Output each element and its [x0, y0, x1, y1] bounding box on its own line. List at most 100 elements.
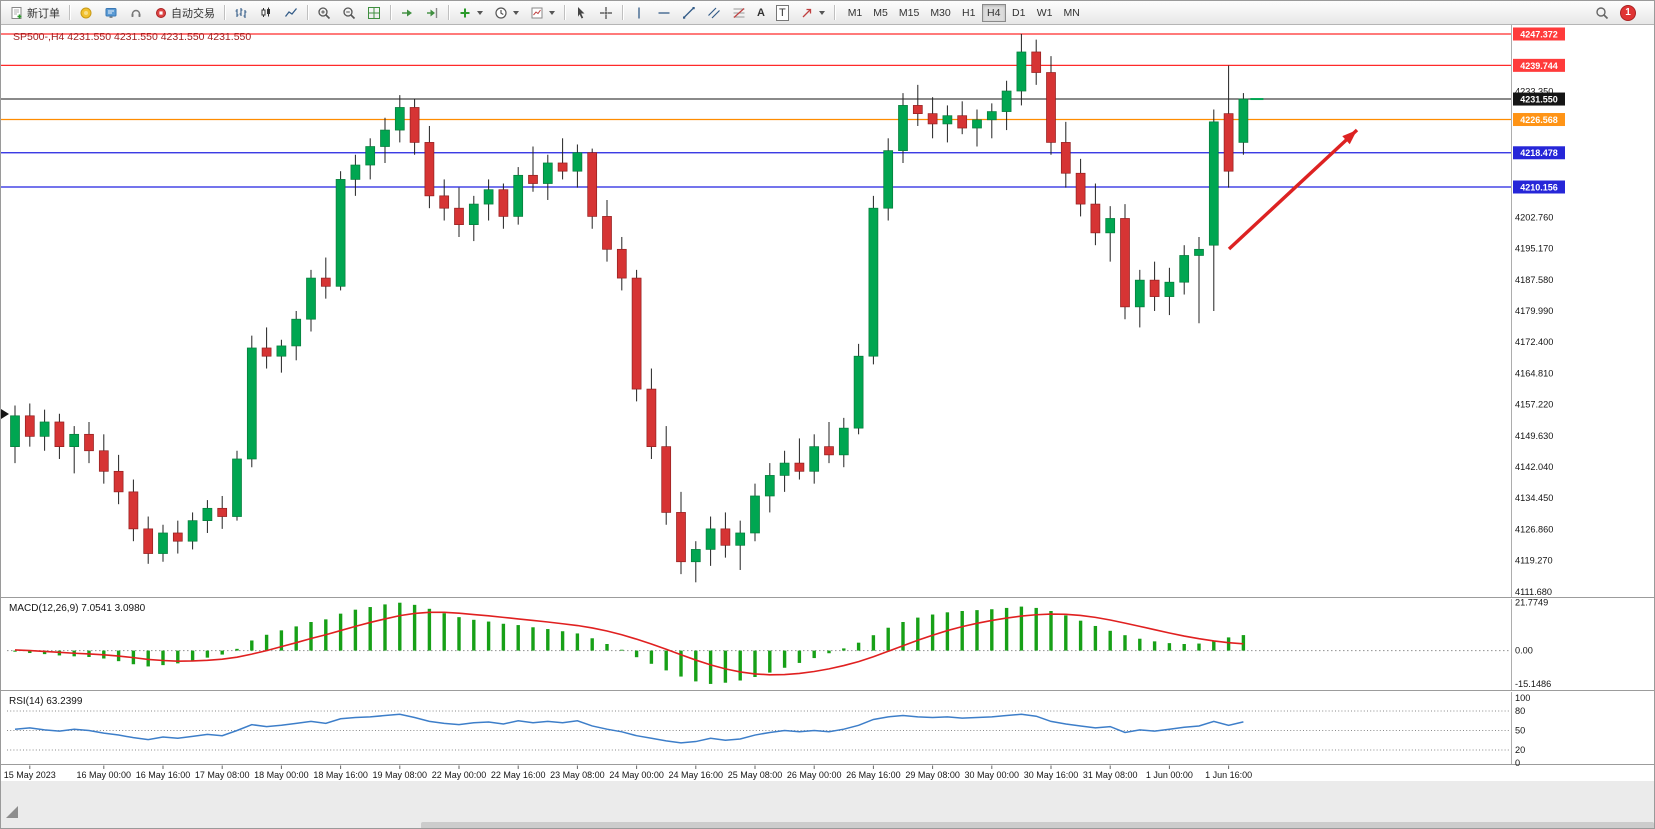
svg-text:4231.550: 4231.550 [1520, 94, 1558, 104]
bottom-scrollbar[interactable] [1, 781, 1655, 829]
toolbar-separator [224, 5, 225, 20]
svg-text:24 May 00:00: 24 May 00:00 [609, 770, 664, 780]
cursor-button[interactable] [569, 3, 593, 23]
svg-text:1 Jun 16:00: 1 Jun 16:00 [1205, 770, 1252, 780]
svg-text:16 May 16:00: 16 May 16:00 [136, 770, 191, 780]
text-button[interactable]: A [752, 3, 770, 23]
timeframe-group: M1 M5 M15 M30 H1 H4 D1 W1 MN [843, 3, 1085, 22]
horizontal-line-button[interactable] [652, 3, 676, 23]
toolbar-separator [390, 5, 391, 20]
svg-text:22 May 00:00: 22 May 00:00 [432, 770, 487, 780]
timeframe-mn[interactable]: MN [1059, 4, 1085, 22]
chart-shift-button[interactable] [420, 3, 444, 23]
candlestick-chart-button[interactable] [254, 3, 278, 23]
candles-layer [10, 33, 1264, 583]
vertical-line-icon [638, 7, 640, 18]
trendline-button[interactable] [677, 3, 701, 23]
voice-icon [131, 9, 141, 17]
svg-text:50: 50 [1515, 726, 1525, 736]
indicators-button[interactable] [453, 3, 488, 23]
svg-text:29 May 08:00: 29 May 08:00 [905, 770, 960, 780]
channel-button[interactable] [702, 3, 726, 23]
timeframe-h1[interactable]: H1 [957, 4, 981, 22]
fibonacci-icon [733, 7, 745, 18]
zoom-out-button[interactable] [337, 3, 361, 23]
svg-text:16 May 00:00: 16 May 00:00 [77, 770, 132, 780]
new-order-button[interactable]: 新订单 [5, 3, 65, 23]
timeframe-m30[interactable]: M30 [925, 4, 955, 22]
svg-text:100: 100 [1515, 693, 1530, 703]
svg-text:31 May 08:00: 31 May 08:00 [1083, 770, 1138, 780]
horizontal-lines[interactable] [1, 33, 1511, 188]
zoom-in-button[interactable] [312, 3, 336, 23]
crosshair-icon [600, 6, 612, 19]
svg-text:4233.350: 4233.350 [1515, 87, 1553, 97]
notification-badge[interactable]: 1 [1620, 4, 1636, 21]
svg-text:22 May 16:00: 22 May 16:00 [491, 770, 546, 780]
time-axis: 15 May 2023 16 May 00:00 16 May 16:00 17 Ma… [4, 765, 1252, 780]
channel-icon [708, 7, 720, 18]
svg-text:4142.040: 4142.040 [1515, 462, 1553, 472]
timeframe-d1[interactable]: D1 [1007, 4, 1031, 22]
svg-text:23 May 08:00: 23 May 08:00 [550, 770, 605, 780]
fibonacci-button[interactable] [727, 3, 751, 23]
svg-text:1 Jun 00:00: 1 Jun 00:00 [1146, 770, 1193, 780]
svg-text:4157.220: 4157.220 [1515, 400, 1553, 410]
macd-panel: MACD(12,26,9) 7.0541 3.0980 21.7749 0.00 -1… [7, 598, 1551, 689]
bars-chart-icon [235, 7, 247, 18]
scrollbar-thumb [421, 822, 1654, 828]
timeframe-m15[interactable]: M15 [894, 4, 924, 22]
svg-text:4172.400: 4172.400 [1515, 337, 1553, 347]
price-badge [1513, 92, 1565, 106]
autotrading-icon [156, 7, 166, 18]
svg-text:25 May 08:00: 25 May 08:00 [728, 770, 783, 780]
chat-button[interactable] [99, 3, 123, 23]
candlestick-chart-icon [261, 7, 270, 17]
vertical-line-button[interactable] [627, 3, 651, 23]
price-axis: 4233.3504225.9704202.7604195.1704187.580… [1511, 25, 1565, 765]
periods-button[interactable] [489, 3, 524, 23]
svg-text:17 May 08:00: 17 May 08:00 [195, 770, 250, 780]
autotrading-button[interactable]: 自动交易 [149, 3, 220, 23]
svg-text:0.00: 0.00 [1515, 646, 1533, 656]
tile-windows-button[interactable] [362, 3, 386, 23]
svg-text:4239.744: 4239.744 [1520, 61, 1558, 71]
svg-text:20: 20 [1515, 745, 1525, 755]
svg-text:-15.1486: -15.1486 [1515, 679, 1551, 689]
auto-scroll-button[interactable] [395, 3, 419, 23]
timeframe-w1[interactable]: W1 [1032, 4, 1058, 22]
crosshair-button[interactable] [594, 3, 618, 23]
cursor-icon [578, 6, 585, 18]
annotation-arrow[interactable] [1227, 128, 1359, 251]
timeframe-m1[interactable]: M1 [843, 4, 868, 22]
bars-chart-button[interactable] [229, 3, 253, 23]
main-toolbar: 新订单 自动交易 [1, 1, 1654, 25]
search-icon [1596, 6, 1609, 19]
toolbar-separator [833, 5, 835, 20]
tile-windows-icon [368, 6, 380, 19]
svg-text:4187.580: 4187.580 [1515, 275, 1553, 285]
templates-button[interactable] [525, 3, 560, 23]
dropdown-caret [513, 10, 519, 15]
voice-button[interactable] [124, 3, 148, 23]
svg-text:80: 80 [1515, 706, 1525, 716]
toolbar-separator [564, 5, 565, 20]
community-button[interactable] [74, 3, 98, 23]
line-chart-button[interactable] [279, 3, 303, 23]
dropdown-caret [818, 10, 825, 15]
toolbar-separator [307, 5, 308, 20]
label-button[interactable]: T [771, 3, 794, 23]
timeframe-m5[interactable]: M5 [868, 4, 893, 22]
toolbar-separator [448, 5, 449, 20]
search-button[interactable] [1590, 3, 1614, 23]
arrows-button[interactable] [795, 3, 830, 23]
svg-text:4119.270: 4119.270 [1515, 556, 1553, 566]
svg-text:4202.760: 4202.760 [1515, 212, 1553, 222]
svg-text:19 May 08:00: 19 May 08:00 [373, 770, 428, 780]
svg-text:4179.990: 4179.990 [1515, 306, 1553, 316]
timeframe-h4[interactable]: H4 [981, 3, 1006, 22]
svg-text:4126.860: 4126.860 [1515, 524, 1553, 534]
rsi-label: RSI(14) 63.2399 [9, 696, 83, 707]
chart-title: SP500-,H4 4231.550 4231.550 4231.550 423… [13, 31, 251, 43]
